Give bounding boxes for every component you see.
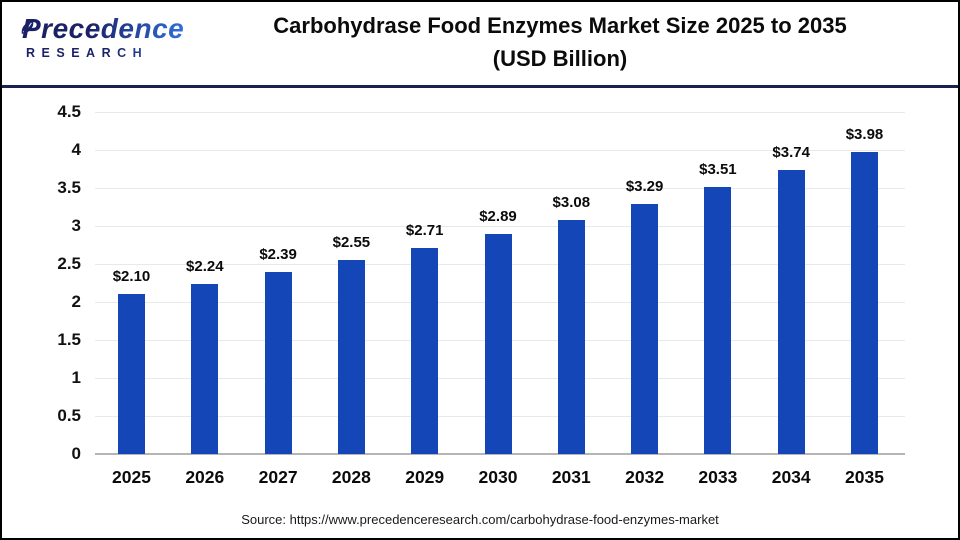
- x-tick-label: 2028: [331, 467, 371, 487]
- bar: [557, 219, 585, 454]
- gridline: [95, 112, 905, 113]
- y-tick-label: 1: [71, 368, 81, 387]
- y-tick-label: 0: [71, 444, 81, 463]
- x-tick-label: 2035: [845, 467, 884, 487]
- y-tick-label: 4.5: [57, 102, 81, 121]
- logo-leaf-icon: [21, 21, 34, 34]
- gridline: [95, 226, 905, 227]
- bar-value-label: $3.98: [845, 125, 884, 143]
- bar: [337, 260, 365, 454]
- x-tick-label: 2030: [478, 467, 518, 487]
- bar-value-label: $2.10: [112, 268, 151, 286]
- bar: [191, 283, 219, 454]
- chart-title-line1: Carbohydrase Food Enzymes Market Size 20…: [273, 13, 847, 38]
- x-tick-label: 2026: [185, 467, 225, 487]
- bar: [631, 203, 659, 454]
- bar-value-label: $3.51: [699, 161, 737, 179]
- bar-value-label: $2.55: [332, 234, 371, 252]
- bar-value-label: $3.08: [552, 193, 591, 211]
- header-divider: [2, 85, 958, 88]
- y-tick-label: 4: [71, 140, 81, 159]
- x-axis-line: [95, 453, 905, 455]
- header: Precedence RESEARCH Carbohydrase Food En…: [2, 2, 958, 85]
- plot-area: 0 0.5 1 1.5 2 2.5 3 3.5 4 4.5 $2.10 2025 $2.24 2026 $2…: [57, 102, 905, 487]
- logo-wordmark: Precedence: [22, 13, 185, 44]
- bar: [484, 234, 512, 454]
- bar-value-label: $2.89: [479, 208, 517, 226]
- y-tick-label: 2: [71, 292, 81, 311]
- x-tick-label: 2033: [698, 467, 738, 487]
- bar: [704, 187, 732, 454]
- bar: [411, 248, 439, 454]
- x-tick-label: 2032: [625, 467, 665, 487]
- bar: [851, 151, 878, 454]
- x-tick-label: 2029: [405, 467, 445, 487]
- bar: [777, 169, 805, 454]
- gridline: [95, 188, 905, 189]
- bar-value-label: $2.71: [405, 222, 444, 240]
- brand-logo: Precedence RESEARCH: [20, 15, 184, 60]
- x-tick-label: 2034: [771, 467, 811, 487]
- chart-title: Carbohydrase Food Enzymes Market Size 20…: [172, 9, 948, 75]
- y-tick-label: 3: [71, 216, 81, 235]
- bar-value-label: $3.74: [772, 143, 810, 161]
- bar: [264, 272, 292, 454]
- bar-value-label: $3.29: [625, 177, 664, 195]
- gridline: [95, 150, 905, 151]
- bar-value-label: $2.39: [259, 246, 297, 264]
- x-tick-label: 2031: [551, 467, 591, 487]
- y-tick-label: 3.5: [57, 178, 81, 197]
- y-tick-label: 1.5: [57, 330, 81, 349]
- chart-area: 0 0.5 1 1.5 2 2.5 3 3.5 4 4.5 $2.10 2025 $2.24 2026 $2…: [2, 88, 958, 536]
- x-tick-label: 2025: [112, 467, 151, 487]
- x-tick-label: 2027: [258, 467, 298, 487]
- y-tick-label: 0.5: [57, 406, 81, 425]
- logo-subtext: RESEARCH: [20, 47, 184, 60]
- chart-title-line2: (USD Billion): [492, 46, 628, 71]
- source-text: Source: https://www.precedenceresearch.c…: [241, 512, 719, 527]
- bar-value-label: $2.24: [186, 257, 224, 275]
- bar: [118, 294, 145, 454]
- y-tick-label: 2.5: [57, 254, 81, 273]
